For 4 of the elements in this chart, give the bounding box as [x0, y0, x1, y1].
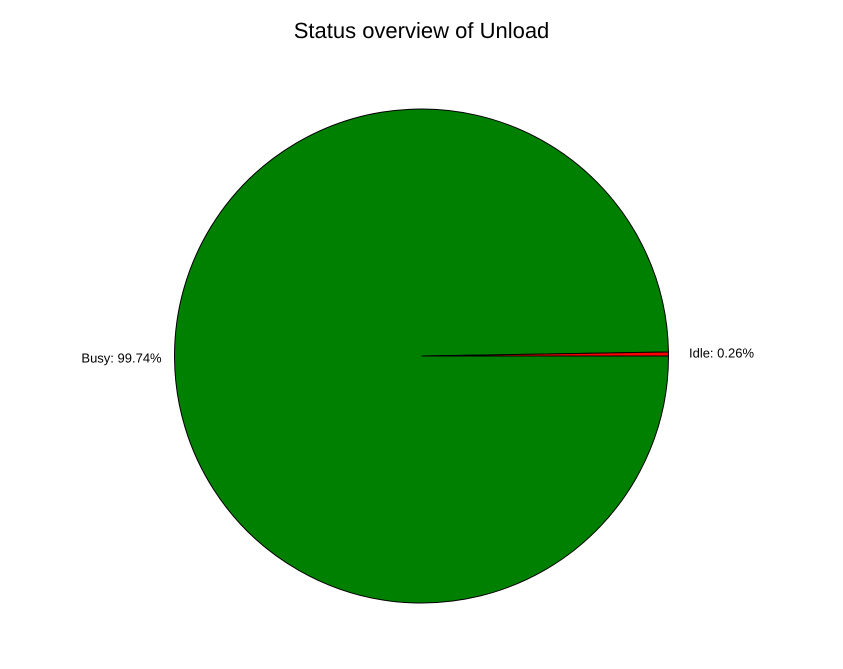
chart-title: Status overview of Unload: [294, 18, 550, 43]
slice-label: Idle: 0.26%: [688, 346, 754, 361]
pie-slice: [174, 108, 669, 604]
slice-label: Busy: 99.74%: [81, 350, 162, 366]
